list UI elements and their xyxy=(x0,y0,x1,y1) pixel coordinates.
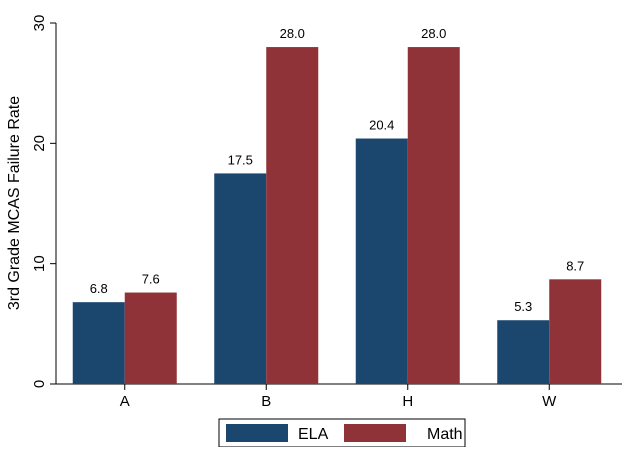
y-tick-label: 20 xyxy=(31,135,48,152)
data-labels: 6.8 7.6 17.5 28.0 20.4 28.0 5.3 8.7 xyxy=(90,26,585,314)
data-label: 28.0 xyxy=(280,26,305,41)
y-axis-title: 3rd Grade MCAS Failure Rate xyxy=(6,96,23,310)
legend-swatch-ela xyxy=(226,424,288,442)
x-tick-label: B xyxy=(261,393,271,410)
legend-box xyxy=(218,418,466,448)
bar-math-h xyxy=(407,47,460,385)
data-label: 8.7 xyxy=(566,258,584,273)
legend-label-math: Math xyxy=(427,426,463,443)
x-tick-label: A xyxy=(120,393,130,410)
data-label: 28.0 xyxy=(421,26,446,41)
bar-math-a xyxy=(124,292,177,384)
bar-math-b xyxy=(266,47,319,385)
y-tick-label: 30 xyxy=(31,15,48,32)
legend-label-ela: ELA xyxy=(298,426,329,443)
bar-ela-w xyxy=(497,320,550,384)
data-label: 7.6 xyxy=(142,272,160,287)
data-label: 5.3 xyxy=(514,299,532,314)
x-tick-label: W xyxy=(542,393,557,410)
bars xyxy=(72,47,602,385)
y-tick-label: 0 xyxy=(31,380,48,388)
data-label: 6.8 xyxy=(90,281,108,296)
bar-ela-a xyxy=(72,302,125,384)
legend-swatch-math xyxy=(344,424,406,442)
data-label: 20.4 xyxy=(369,118,394,133)
data-label: 17.5 xyxy=(228,152,253,167)
x-tick-label: H xyxy=(402,393,413,410)
bar-ela-h xyxy=(355,138,408,384)
bar-math-w xyxy=(549,279,602,384)
y-tick-label: 10 xyxy=(31,255,48,272)
legend: ELA Math xyxy=(218,418,466,448)
bar-ela-b xyxy=(214,173,267,384)
y-axis-ticks: 0 10 20 30 xyxy=(31,15,56,388)
